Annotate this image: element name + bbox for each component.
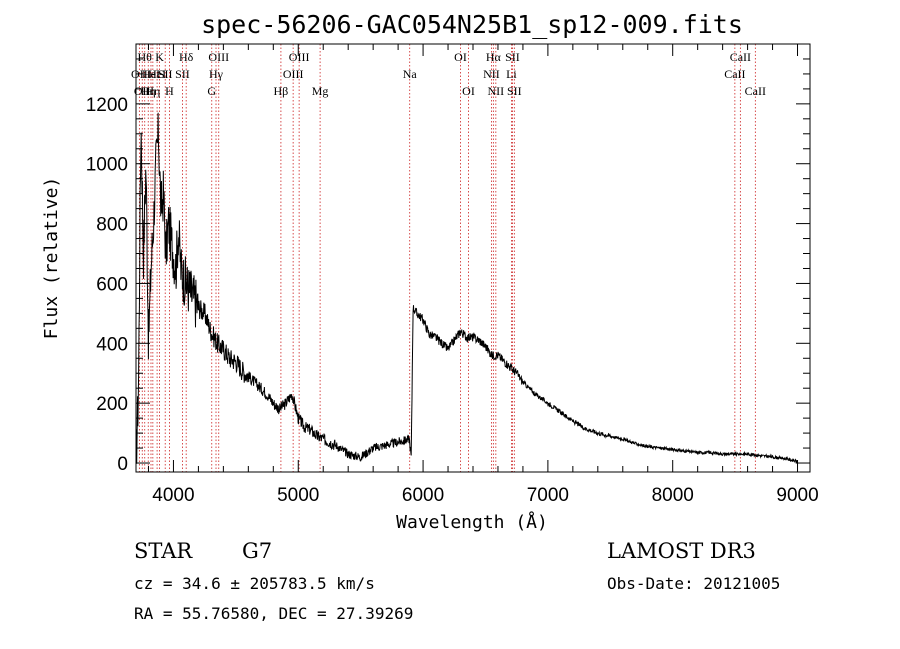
line-labels: OIIOIIHθHηHeIHηHeIKSIIHSIIHδGHγOIIIHβOII… bbox=[131, 50, 766, 98]
line-label-4: HeI bbox=[142, 67, 160, 81]
y-tick-label: 400 bbox=[96, 334, 128, 355]
line-markers bbox=[138, 44, 756, 472]
x-tick-label: 8000 bbox=[652, 485, 694, 506]
line-label-13: Hγ bbox=[209, 67, 224, 81]
line-label-25: Li bbox=[506, 67, 517, 81]
coordinates: RA = 55.76580, DEC = 27.39269 bbox=[134, 604, 413, 623]
line-label-9: H bbox=[165, 84, 174, 98]
line-label-23: Hα bbox=[486, 50, 502, 64]
line-label-7: K bbox=[155, 50, 164, 64]
object-class: STAR bbox=[134, 539, 193, 563]
line-label-28: CaII bbox=[724, 67, 745, 81]
y-tick-label: 600 bbox=[96, 274, 128, 295]
redshift-text: cz = 34.6 ± 205783.5 km/s bbox=[134, 574, 375, 593]
line-label-20: OI bbox=[454, 50, 467, 64]
y-tick-label: 0 bbox=[117, 454, 128, 475]
x-tick-label: 9000 bbox=[776, 485, 818, 506]
series-layer bbox=[135, 112, 798, 464]
line-label-22: NII bbox=[483, 67, 500, 81]
line-label-21: OI bbox=[462, 84, 475, 98]
plot-frame bbox=[135, 43, 811, 473]
obs-date: Obs-Date: 20121005 bbox=[607, 574, 780, 593]
x-tick-label: 6000 bbox=[402, 485, 444, 506]
y-tick-label: 800 bbox=[96, 215, 128, 236]
survey-name: LAMOST DR3 bbox=[607, 539, 756, 563]
x-tick-label: 7000 bbox=[527, 485, 569, 506]
line-label-17: OIII bbox=[289, 50, 310, 64]
chart-title: spec-56206-GAC054N25B1_sp12-009.fits bbox=[201, 10, 743, 39]
x-tick-label: 4000 bbox=[152, 485, 194, 506]
line-label-10: SII bbox=[175, 67, 190, 81]
line-label-26: SII bbox=[505, 50, 520, 64]
x-axis-label: Wavelength (Å) bbox=[396, 511, 548, 533]
line-label-27: SII bbox=[507, 84, 522, 98]
line-label-3: Hη bbox=[141, 84, 156, 98]
line-label-11: Hδ bbox=[179, 50, 194, 64]
line-label-18: Mg bbox=[312, 84, 329, 98]
line-label-5: Hη bbox=[145, 84, 160, 98]
line-label-12: G bbox=[207, 84, 216, 98]
line-label-14: OIII bbox=[208, 50, 229, 64]
line-label-15: Hβ bbox=[274, 84, 289, 98]
line-label-2: Hθ bbox=[138, 50, 153, 64]
line-label-19: Na bbox=[403, 67, 418, 81]
object-subclass: G7 bbox=[242, 539, 272, 563]
axis-ticks: 4000 5000 6000 7000 8000 9000 0 200 400 600 800 100… bbox=[86, 44, 819, 506]
y-tick-label: 1000 bbox=[86, 155, 128, 176]
line-label-16: OIII bbox=[283, 67, 304, 81]
y-tick-label: 1200 bbox=[86, 95, 128, 116]
y-tick-label: 200 bbox=[96, 394, 128, 415]
line-label-24: NII bbox=[488, 84, 505, 98]
line-label-30: CaII bbox=[745, 84, 766, 98]
line-label-29: CaII bbox=[730, 50, 751, 64]
series-line-0 bbox=[135, 112, 798, 464]
y-axis-label: Flux (relative) bbox=[41, 177, 62, 340]
x-tick-label: 5000 bbox=[277, 485, 319, 506]
line-label-6: HeI bbox=[148, 67, 166, 81]
line-label-1: OII bbox=[134, 84, 151, 98]
line-label-8: SII bbox=[158, 67, 173, 81]
